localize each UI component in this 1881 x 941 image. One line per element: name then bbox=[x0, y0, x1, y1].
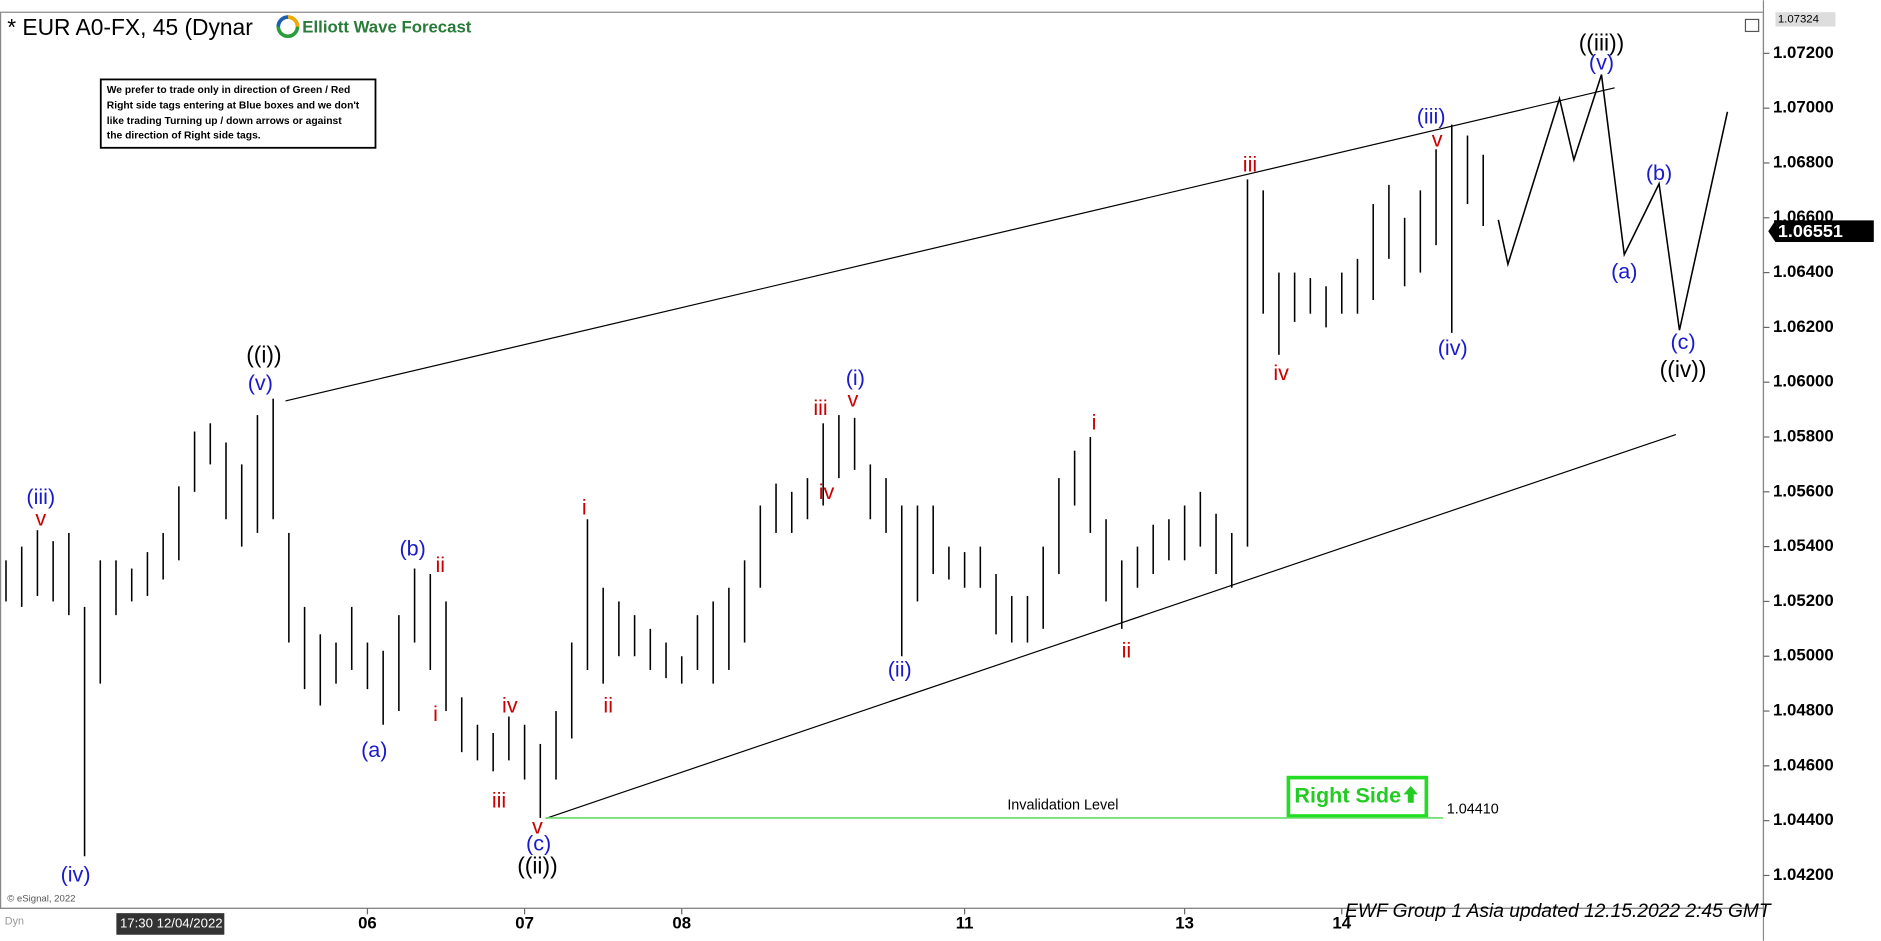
note-line: Right side tags entering at Blue boxes a… bbox=[107, 101, 360, 112]
wave-label: ((iii)) bbox=[1579, 30, 1625, 56]
y-tick-label: 1.05800 bbox=[1773, 426, 1834, 445]
x-tick-label: 07 bbox=[515, 913, 534, 932]
wave-label: (a) bbox=[1611, 258, 1637, 283]
wave-label: v bbox=[532, 814, 543, 839]
scale-top-box bbox=[1775, 12, 1836, 27]
wave-label: (a) bbox=[361, 737, 387, 762]
logo-icon bbox=[276, 15, 300, 39]
y-tick-label: 1.06200 bbox=[1773, 317, 1834, 336]
y-tick-label: 1.04200 bbox=[1773, 865, 1834, 884]
scale-top-label: 1.07324 bbox=[1778, 13, 1819, 25]
corner-label: Dyn bbox=[5, 915, 24, 927]
cursor-label: 17:30 12/04/2022 bbox=[120, 915, 223, 930]
y-tick-label: 1.07200 bbox=[1773, 43, 1834, 62]
wave-label: ii bbox=[603, 693, 613, 718]
wave-label: v bbox=[1432, 126, 1443, 151]
wave-label: ((iv)) bbox=[1660, 356, 1707, 382]
note-line: We prefer to trade only in direction of … bbox=[107, 85, 351, 96]
y-tick-label: 1.04400 bbox=[1773, 810, 1834, 829]
note-line: like trading Turning up / down arrows or… bbox=[107, 116, 343, 127]
wave-label: (b) bbox=[1646, 160, 1672, 185]
wave-label: ii bbox=[1122, 637, 1132, 662]
wave-label: (v) bbox=[1589, 50, 1614, 75]
wave-label: (iv) bbox=[61, 862, 91, 887]
wave-label: iii bbox=[1243, 152, 1257, 177]
note-line: the direction of Right side tags. bbox=[107, 131, 261, 142]
y-tick-label: 1.04600 bbox=[1773, 755, 1834, 774]
wave-label: (iii) bbox=[1417, 104, 1446, 129]
y-tick-label: 1.05600 bbox=[1773, 481, 1834, 500]
footer: EWF Group 1 Asia updated 12.15.2022 2:45… bbox=[1345, 901, 1772, 922]
x-tick-label: 08 bbox=[672, 913, 691, 932]
wave-label: (i) bbox=[846, 365, 865, 390]
wave-label: (b) bbox=[399, 535, 425, 560]
wave-label: iv bbox=[502, 693, 518, 718]
up-arrow-icon bbox=[1403, 785, 1418, 803]
wave-label: v bbox=[848, 387, 859, 412]
y-tick-label: 1.05400 bbox=[1773, 536, 1834, 555]
cursor-box bbox=[116, 913, 225, 935]
wave-label: iv bbox=[819, 479, 835, 504]
wave-label: i bbox=[1092, 409, 1097, 434]
wave-label: (iii) bbox=[26, 484, 55, 509]
y-tick-label: 1.05200 bbox=[1773, 591, 1834, 610]
wave-label: v bbox=[35, 505, 46, 530]
x-tick-label: 06 bbox=[358, 913, 377, 932]
logo-text: Elliott Wave Forecast bbox=[302, 17, 472, 36]
wave-label: (iv) bbox=[1438, 335, 1468, 360]
wave-label: i bbox=[582, 495, 587, 520]
copyright: © eSignal, 2022 bbox=[7, 893, 75, 904]
wave-label: ((ii)) bbox=[517, 853, 557, 879]
x-tick-label: 11 bbox=[956, 913, 974, 932]
wave-label: i bbox=[433, 701, 438, 726]
chart-title: * EUR A0-FX, 45 (Dynar bbox=[7, 14, 253, 40]
last-price-label: 1.06551 bbox=[1778, 221, 1843, 241]
y-tick-label: 1.05000 bbox=[1773, 646, 1834, 665]
invalidation-value: 1.04410 bbox=[1447, 801, 1499, 817]
y-tick-label: 1.07000 bbox=[1773, 98, 1834, 117]
wave-label: (ii) bbox=[888, 657, 912, 682]
y-tick-label: 1.06800 bbox=[1773, 152, 1834, 171]
right-side-label: Right Side bbox=[1294, 782, 1401, 807]
x-tick-label: 14 bbox=[1332, 913, 1351, 932]
wave-label: (c) bbox=[1670, 329, 1695, 354]
wave-label: (c) bbox=[526, 830, 551, 855]
projection-path bbox=[1497, 74, 1729, 331]
invalidation-label: Invalidation Level bbox=[1007, 798, 1118, 814]
y-tick-label: 1.04800 bbox=[1773, 700, 1834, 719]
wave-label: ((i)) bbox=[246, 342, 281, 368]
note-box bbox=[99, 78, 377, 149]
last-price-box bbox=[1768, 220, 1874, 243]
wave-label: iii bbox=[813, 395, 827, 420]
wave-label: iii bbox=[492, 787, 506, 812]
wave-label: (v) bbox=[248, 370, 273, 395]
y-tick-label: 1.06000 bbox=[1773, 372, 1834, 391]
right-side-box bbox=[1286, 775, 1429, 818]
window-icon bbox=[1744, 18, 1760, 33]
x-tick-label: 13 bbox=[1175, 913, 1194, 932]
wave-label: iv bbox=[1273, 360, 1289, 385]
wave-label: ii bbox=[435, 552, 445, 577]
y-tick-label: 1.06400 bbox=[1773, 262, 1834, 281]
channel bbox=[285, 87, 1677, 819]
